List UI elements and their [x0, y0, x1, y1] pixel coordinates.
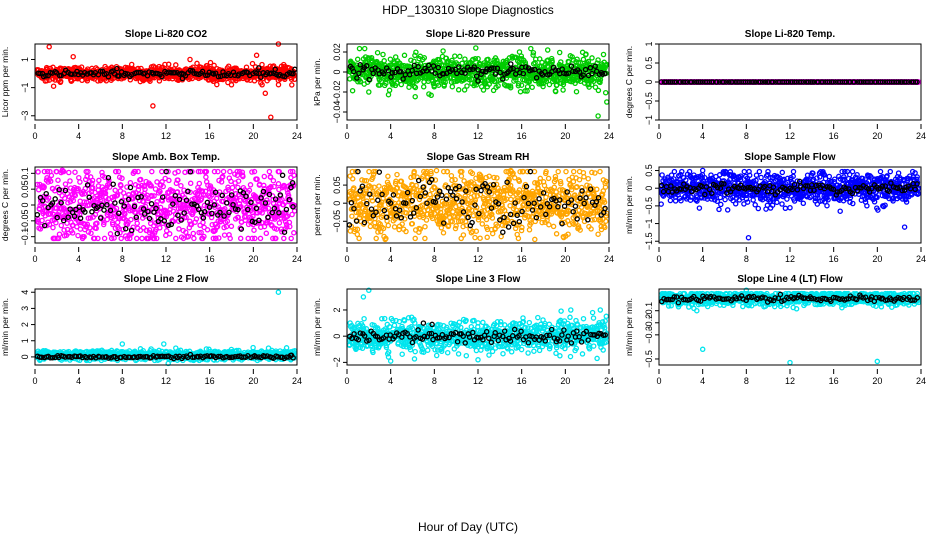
x-tick-label: 0: [32, 131, 37, 141]
y-tick-label: 1: [20, 57, 30, 62]
y-tick-label: 0.1: [20, 167, 30, 180]
data-point: [127, 77, 134, 83]
y-tick-label: −0.05: [20, 209, 30, 232]
chart-title: Slope Gas Stream RH: [427, 152, 530, 163]
x-axis-label: Hour of Day (UTC): [418, 520, 518, 534]
y-tick-label: 0.02: [332, 43, 342, 61]
data-point: [214, 81, 220, 88]
x-tick-label: 4: [388, 131, 393, 141]
y-tick-label: 0: [644, 79, 654, 84]
data-point: [165, 61, 172, 68]
data-point: [156, 78, 163, 84]
y-axis-label: degrees C per min.: [624, 46, 634, 118]
y-tick-label: −3: [20, 111, 30, 121]
chart-panel: Slope Li-820 CO2 Licor ppm per min. 0 4 8 12 1…: [0, 29, 302, 141]
y-tick-label: −1: [644, 115, 654, 125]
x-tick-label: 8: [432, 254, 437, 264]
y-tick-label: 0.5: [644, 57, 654, 70]
y-tick-label: 0: [20, 202, 30, 207]
hourly-series: [658, 79, 920, 85]
x-tick-label: 24: [916, 131, 926, 141]
chart-title: Slope Li-820 Pressure: [426, 29, 531, 40]
x-tick-label: 16: [205, 254, 215, 264]
x-tick-label: 8: [120, 131, 125, 141]
data-point: [211, 62, 217, 69]
x-tick-label: 8: [744, 131, 749, 141]
x-tick-label: 8: [120, 254, 125, 264]
data-point: [173, 62, 179, 68]
x-tick-label: 4: [700, 131, 705, 141]
x-tick-label: 12: [785, 131, 795, 141]
x-tick-label: 24: [604, 131, 614, 141]
x-tick-label: 24: [604, 254, 614, 264]
x-tick-label: 20: [560, 254, 570, 264]
y-axis-label: kPa per min.: [312, 58, 322, 106]
x-tick-label: 20: [560, 131, 570, 141]
x-tick-label: 16: [205, 131, 215, 141]
y-tick-label: 0.05: [20, 180, 30, 198]
x-tick-label: 16: [829, 131, 839, 141]
x-tick-label: 4: [76, 254, 81, 264]
chart-title: Slope Amb. Box Temp.: [112, 152, 220, 163]
x-tick-label: 20: [248, 254, 258, 264]
x-tick-label: 20: [872, 131, 882, 141]
y-axis-label: Licor ppm per min.: [0, 47, 10, 117]
chart-title: Slope Li-820 CO2: [125, 29, 208, 40]
y-tick-label: 1: [644, 41, 654, 46]
x-tick-label: 20: [248, 131, 258, 141]
x-tick-label: 0: [656, 131, 661, 141]
data-point: [207, 59, 214, 66]
chart-title: Slope Li-820 Temp.: [745, 29, 836, 40]
y-tick-label: −1: [20, 82, 30, 92]
figure-title: HDP_130310 Slope Diagnostics: [382, 3, 553, 17]
y-tick-label: 0: [332, 69, 342, 74]
y-tick-label: −0.02: [332, 81, 342, 104]
x-tick-label: 12: [161, 254, 171, 264]
x-tick-label: 12: [161, 131, 171, 141]
x-tick-label: 12: [473, 254, 483, 264]
x-tick-label: 0: [32, 254, 37, 264]
y-tick-label: −0.05: [332, 210, 342, 233]
y-axis-label: percent per min.: [312, 174, 322, 235]
x-tick-label: 4: [76, 131, 81, 141]
x-tick-label: 24: [292, 254, 302, 264]
data-point: [57, 78, 64, 85]
y-tick-label: 0.05: [332, 176, 342, 194]
x-tick-label: 0: [344, 254, 349, 264]
x-tick-label: 16: [517, 131, 527, 141]
data-point: [147, 78, 153, 84]
y-tick-label: −0.5: [644, 92, 654, 110]
y-tick-label: 0: [332, 201, 342, 206]
x-tick-label: 24: [292, 131, 302, 141]
y-axis-label: degrees C per min.: [0, 169, 10, 241]
x-tick-label: 0: [344, 131, 349, 141]
x-tick-label: 12: [473, 131, 483, 141]
x-tick-label: 4: [388, 254, 393, 264]
x-tick-label: 8: [432, 131, 437, 141]
x-tick-label: 16: [517, 254, 527, 264]
